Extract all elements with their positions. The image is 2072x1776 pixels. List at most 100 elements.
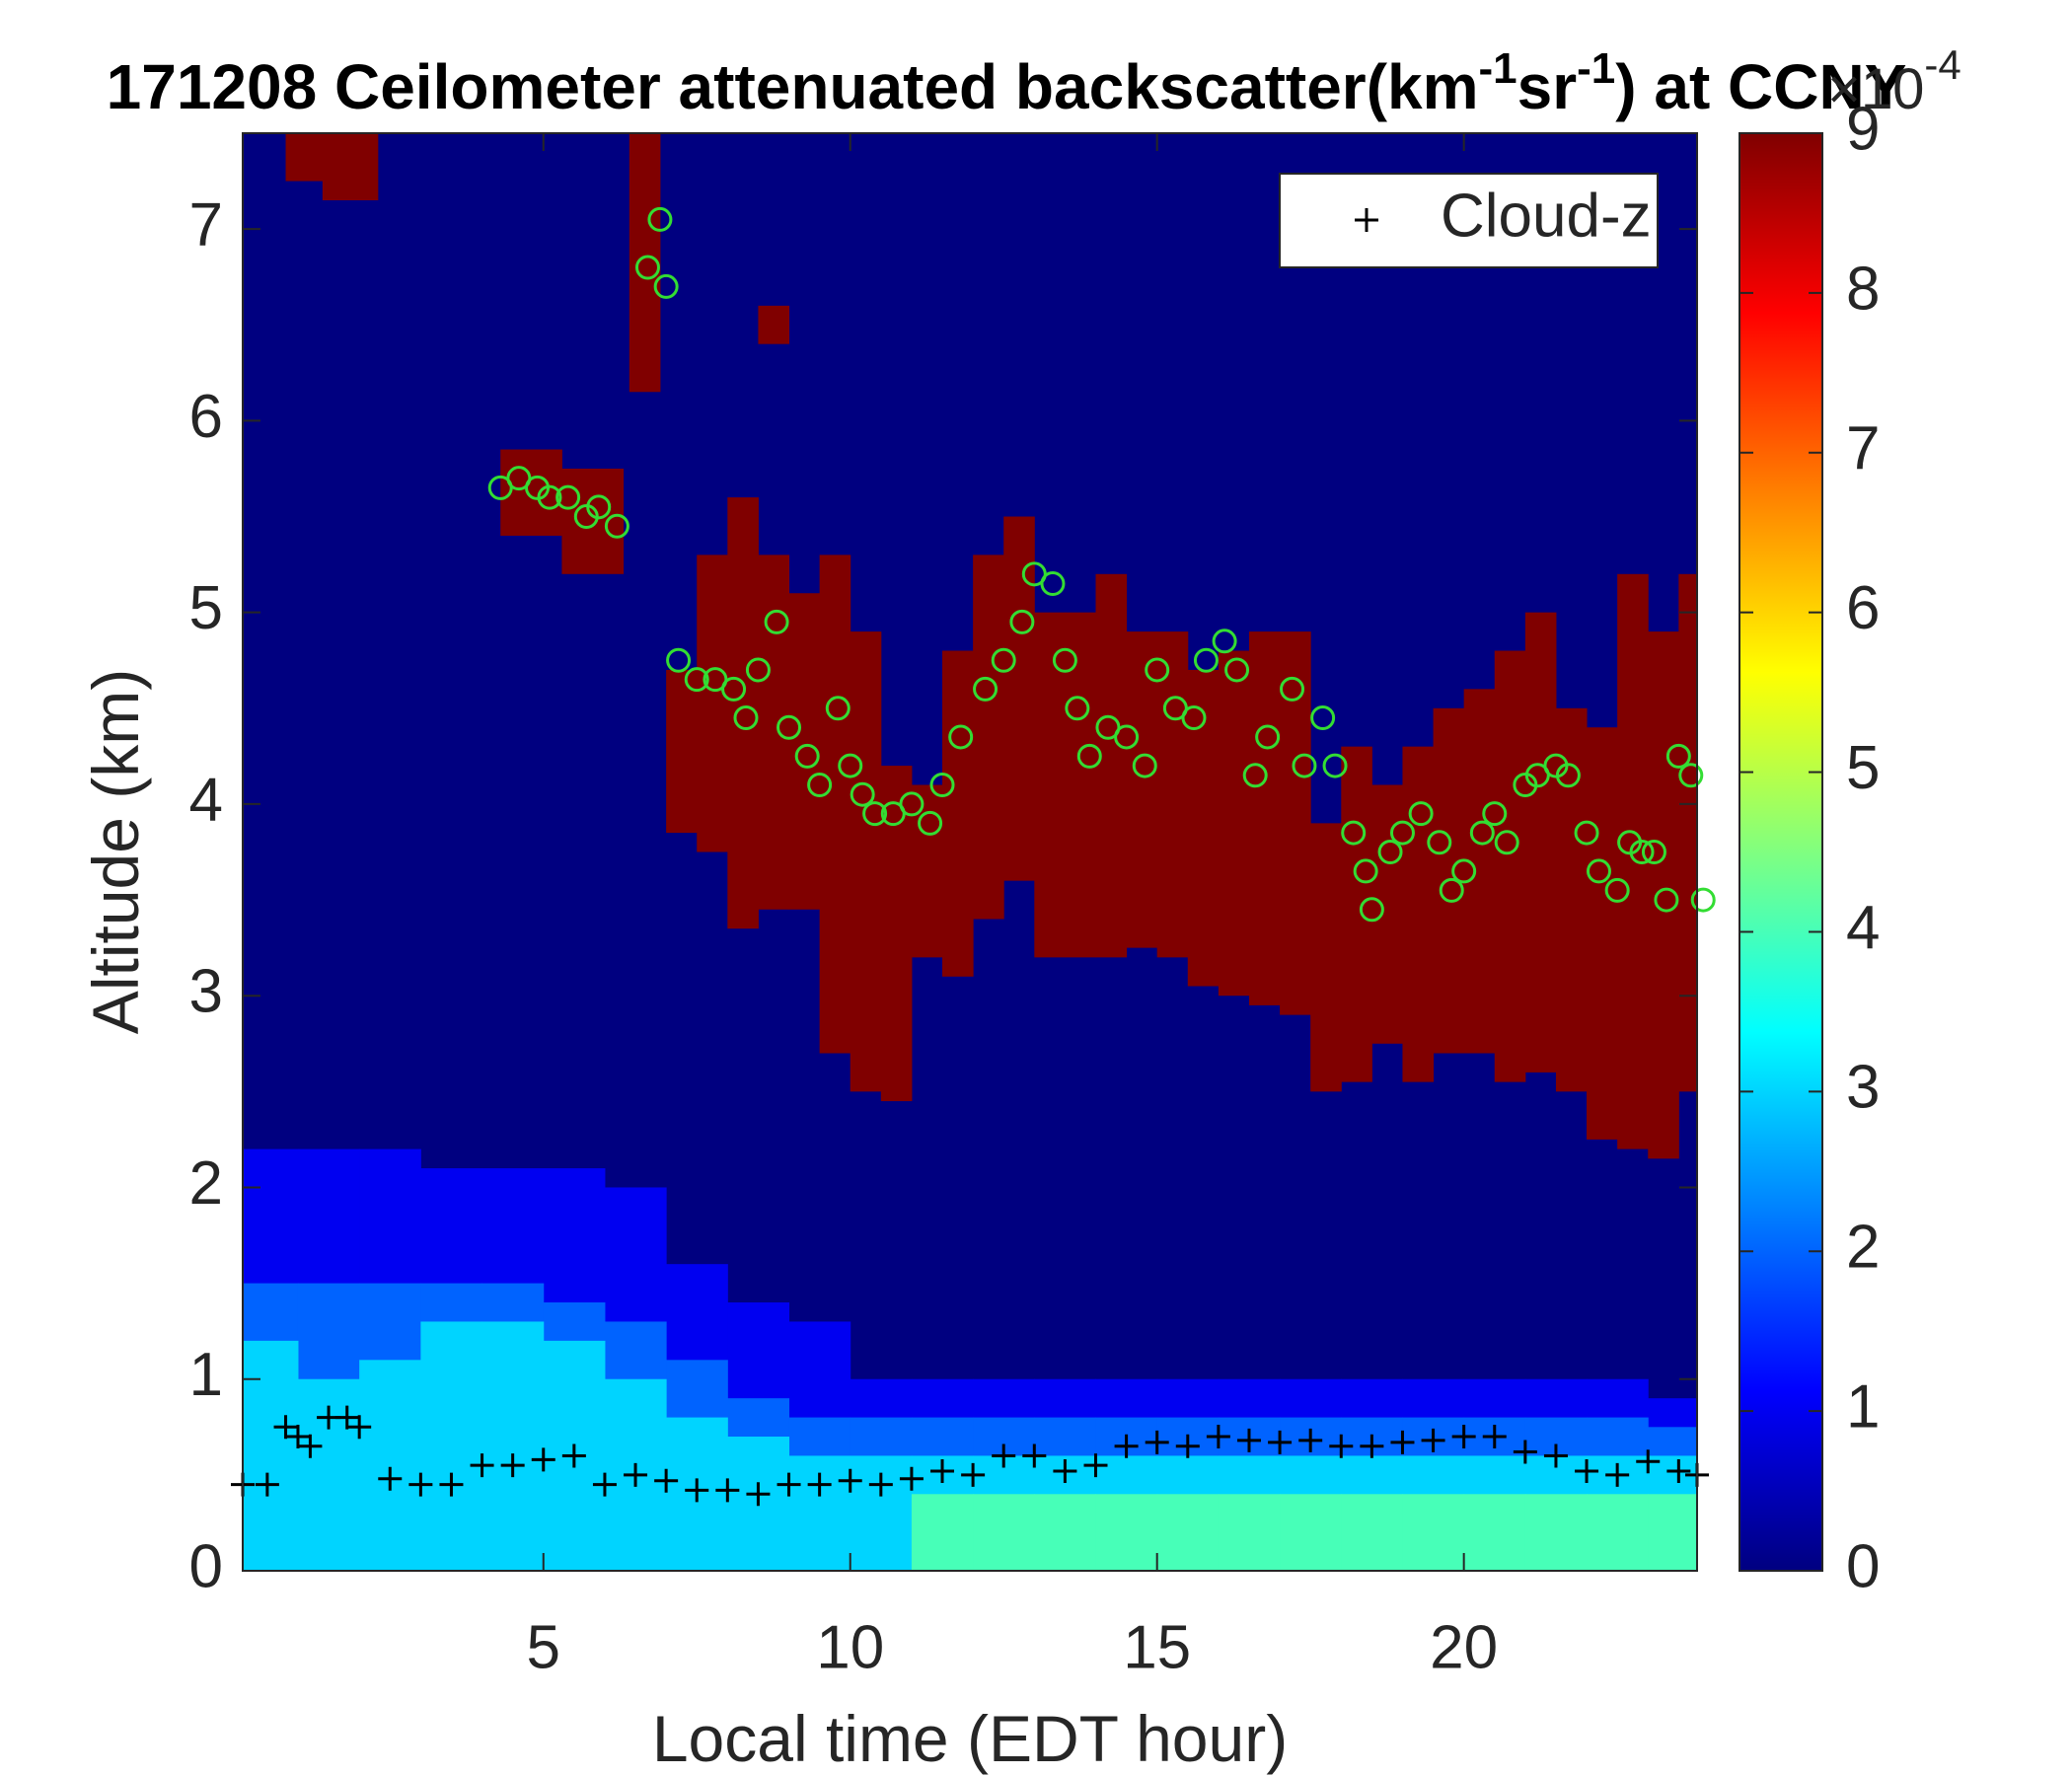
point-marker — [1586, 858, 1611, 884]
heatmap-cell — [973, 555, 1004, 920]
point-marker — [1690, 887, 1716, 913]
point-marker — [1341, 820, 1367, 846]
heatmap-cell — [420, 1321, 483, 1571]
point-marker — [1181, 705, 1207, 731]
point-marker — [1052, 647, 1077, 673]
heatmap-cell — [1218, 650, 1250, 997]
point-marker — [1065, 696, 1090, 721]
point-marker — [745, 657, 771, 683]
heatmap-cell — [1371, 784, 1403, 1044]
heatmap-cell — [758, 555, 790, 910]
point-marker — [634, 255, 660, 280]
chart-title: 171208 Ceilometer attenuated backscatter… — [107, 44, 1907, 122]
heatmap-cell — [1463, 1494, 1526, 1571]
cloud-marker — [1605, 1462, 1630, 1487]
point-marker — [1040, 571, 1066, 597]
point-marker — [1629, 840, 1655, 864]
point-marker — [1678, 763, 1704, 788]
heatmap-cell — [1555, 707, 1588, 1092]
cloud-marker — [899, 1466, 924, 1491]
colorbar-tick-label: 2 — [1846, 1214, 1880, 1282]
legend-label: Cloud-z — [1441, 182, 1652, 250]
heatmap-cell — [850, 631, 882, 1092]
point-marker — [807, 773, 833, 798]
point-marker — [1555, 763, 1581, 788]
heatmap-cell — [1524, 1494, 1588, 1571]
point-marker — [1132, 753, 1157, 778]
x-tick-label: 5 — [527, 1613, 560, 1681]
heatmap-cell — [727, 497, 759, 929]
heatmap-cell — [629, 133, 661, 393]
heatmap-cell — [758, 305, 790, 344]
x-axis-label: Local time (EDT hour) — [652, 1702, 1288, 1775]
cloud-marker — [255, 1472, 279, 1497]
heatmap-cell — [1003, 516, 1035, 881]
heatmap-cell — [1095, 573, 1128, 958]
colorbar-tick-label: 7 — [1846, 414, 1880, 482]
point-marker — [794, 743, 820, 769]
y-tick-label: 2 — [189, 1149, 223, 1218]
y-axis-label: Altitude (km) — [79, 669, 152, 1034]
point-marker — [777, 714, 802, 740]
point-marker — [721, 676, 747, 702]
point-marker — [1654, 887, 1679, 913]
point-marker — [929, 773, 955, 798]
point-marker — [825, 696, 851, 721]
point-marker — [1482, 801, 1508, 827]
point-marker — [1641, 840, 1666, 864]
heatmap-cell — [1218, 1494, 1281, 1571]
heatmap-cell — [1402, 1494, 1465, 1571]
heatmap-cell — [561, 468, 625, 574]
x-tick-label: 20 — [1430, 1613, 1498, 1681]
heatmap-cell — [911, 784, 943, 958]
cloud-marker — [561, 1443, 586, 1468]
y-tick-label: 1 — [189, 1341, 223, 1409]
heatmap-cell — [481, 1321, 545, 1571]
heatmap-cell — [1310, 823, 1342, 1092]
point-marker — [1224, 657, 1250, 683]
x-tick-label: 10 — [816, 1613, 884, 1681]
heatmap-cell — [1494, 650, 1526, 1082]
point-marker — [918, 810, 943, 836]
point-marker — [1145, 657, 1170, 683]
point-marker — [1389, 820, 1415, 846]
colorbar-tick-label: 6 — [1846, 574, 1880, 642]
colorbar-multiplier-base: ×10 — [1827, 57, 1924, 121]
heatmap-cell — [1034, 612, 1066, 958]
point-marker — [1322, 753, 1348, 778]
colorbar-tick-label: 5 — [1846, 734, 1880, 802]
heatmap-cell — [1065, 612, 1096, 958]
cloud-marker — [1575, 1458, 1599, 1483]
heatmap-cell — [1280, 1494, 1342, 1571]
point-marker — [647, 206, 673, 232]
plot-frame — [242, 132, 1698, 1572]
cloud-marker — [1175, 1434, 1200, 1458]
cloud-marker — [347, 1415, 372, 1440]
point-marker — [862, 801, 888, 827]
point-marker — [948, 724, 974, 750]
cloud-marker — [1390, 1430, 1415, 1454]
cloud-marker — [1513, 1440, 1537, 1464]
point-marker — [850, 781, 875, 807]
point-marker — [1469, 820, 1495, 846]
title-superscript: -1 — [1577, 44, 1615, 93]
cloud-marker — [500, 1453, 525, 1478]
x-tick-label: 15 — [1123, 1613, 1191, 1681]
cloud-marker — [1666, 1458, 1691, 1483]
point-marker — [973, 676, 999, 702]
colorbar-tick-label: 8 — [1846, 255, 1880, 323]
legend-marker — [1355, 208, 1378, 232]
cloud-marker — [992, 1443, 1016, 1468]
heatmap-cell — [697, 555, 728, 852]
cloud-marker — [531, 1447, 555, 1472]
cloud-marker — [1206, 1425, 1230, 1449]
point-marker — [1212, 629, 1237, 654]
colorbar-tick-label: 4 — [1846, 894, 1880, 962]
title-text: 171208 Ceilometer attenuated backscatter… — [107, 51, 1479, 122]
colorbar-tick-label: 3 — [1846, 1054, 1880, 1122]
heatmap-cell — [1463, 689, 1496, 1054]
cloud-marker — [1022, 1443, 1047, 1468]
point-marker — [1408, 801, 1434, 827]
